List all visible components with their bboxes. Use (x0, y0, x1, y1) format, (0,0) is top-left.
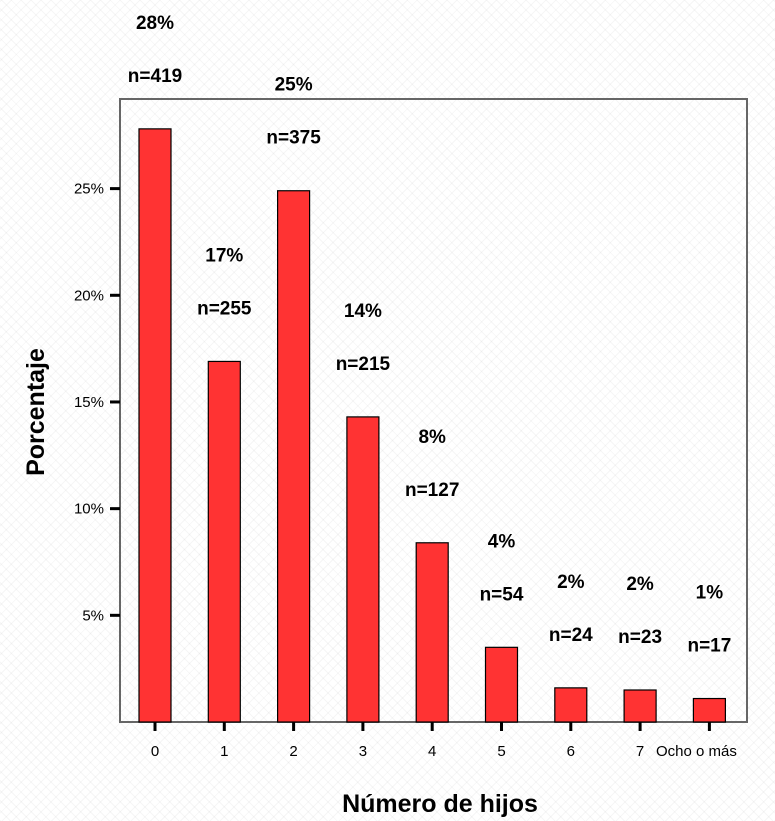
bar-percent-label: 14% (344, 301, 382, 322)
bar (138, 128, 172, 723)
bar-count-label: n=54 (480, 584, 524, 605)
bars (138, 128, 727, 723)
bar-count-label: n=17 (687, 636, 731, 657)
y-tick-label: 15% (74, 394, 104, 411)
bar-count-label: n=419 (128, 66, 182, 87)
bar (484, 646, 519, 723)
bar (207, 360, 241, 723)
bar-count-label: n=23 (618, 627, 662, 648)
x-tick-label: 0 (151, 743, 159, 760)
x-tick-label: Ocho o más (656, 743, 737, 760)
bar-percent-label: 4% (488, 531, 516, 552)
bar-percent-label: 2% (626, 574, 654, 595)
bar-count-label: n=24 (549, 625, 593, 646)
x-tick-label: 2 (289, 743, 297, 760)
x-axis: 0 1 2 3 4 5 6 7 Ocho o más (151, 722, 737, 760)
bar-percent-label: 25% (275, 75, 313, 96)
x-tick-label: 7 (636, 743, 644, 760)
x-tick-label: 3 (359, 743, 367, 760)
y-axis-title: Porcentaje (22, 348, 50, 476)
y-tick-label: 5% (82, 607, 104, 624)
x-tick-label: 5 (497, 743, 505, 760)
bar-count-label: n=127 (405, 480, 459, 501)
x-tick-label: 4 (428, 743, 436, 760)
x-tick-label: 1 (220, 743, 228, 760)
bar (692, 697, 727, 723)
bar-percent-label: 2% (557, 572, 585, 593)
bar (623, 689, 657, 723)
bar (277, 190, 311, 723)
x-tick-label: 6 (567, 743, 575, 760)
bar-count-label: n=255 (197, 298, 252, 319)
x-axis-title: Número de hijos (342, 790, 538, 818)
bar-labels: 28% n=419 17% n=255 25% n=375 14% n=215 8% n=127 4… (128, 13, 732, 657)
bar (415, 542, 449, 723)
bar-count-label: n=215 (336, 354, 391, 375)
bar (554, 687, 588, 723)
y-axis: 5% 10% 15% 20% 25% (74, 181, 120, 624)
bar-percent-label: 8% (418, 427, 446, 448)
y-tick-label: 25% (74, 181, 104, 198)
bar-percent-label: 1% (696, 583, 724, 604)
bar-count-label: n=375 (266, 128, 321, 149)
bar-percent-label: 17% (205, 245, 243, 266)
y-tick-label: 10% (74, 501, 104, 518)
y-tick-label: 20% (74, 287, 104, 304)
bar-percent-label: 28% (136, 13, 174, 34)
bar (346, 416, 380, 723)
